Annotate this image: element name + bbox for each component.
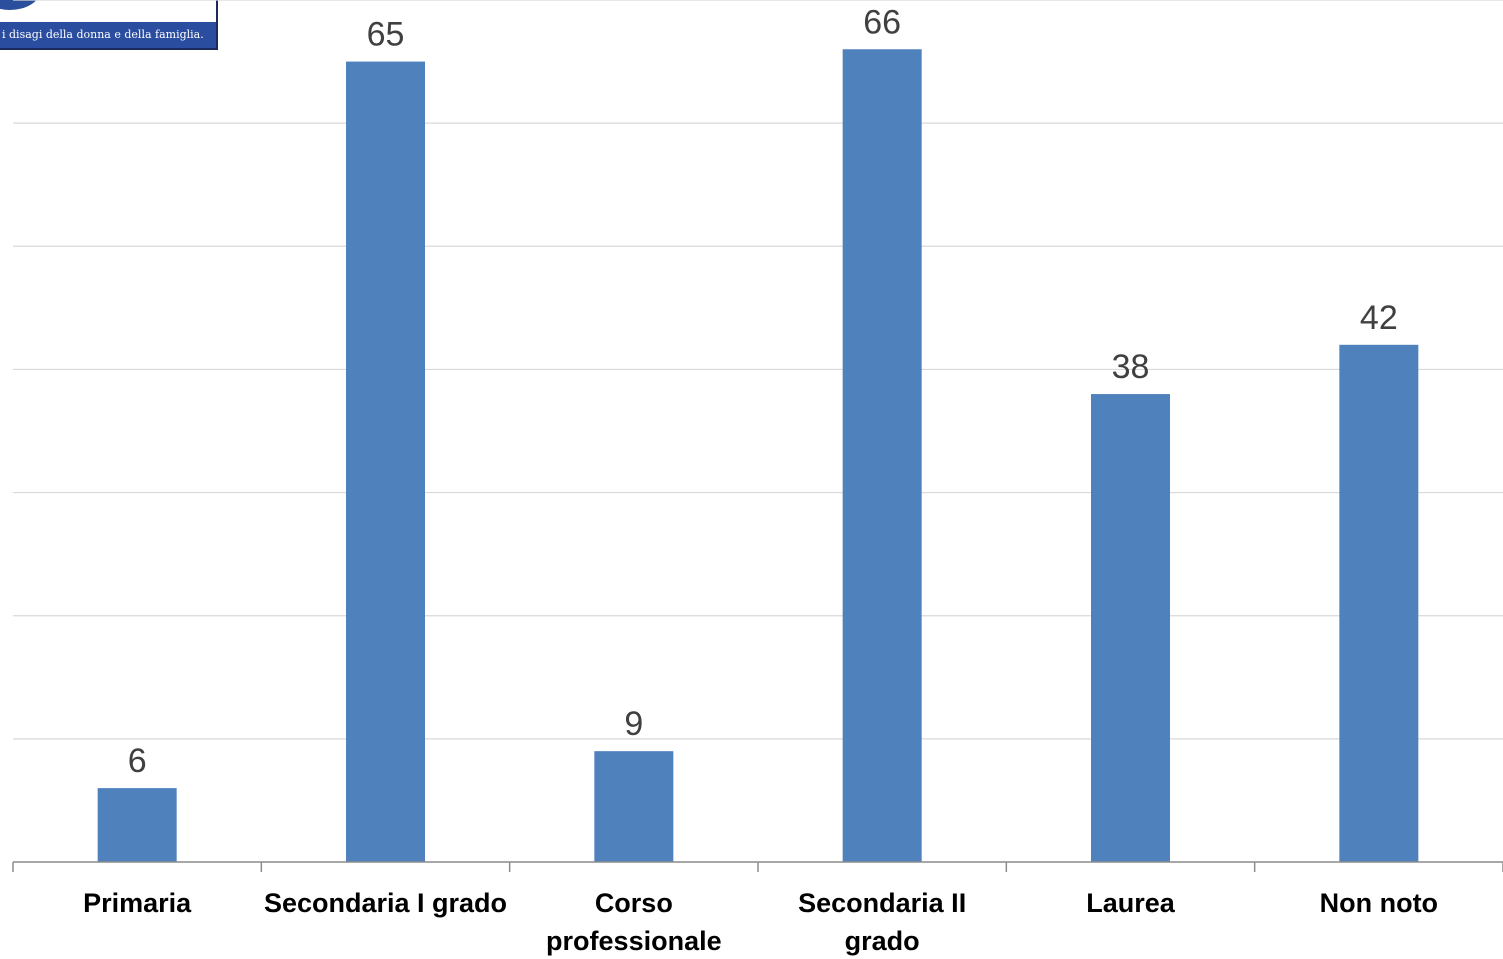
category-label: Secondaria I grado	[264, 888, 507, 918]
data-labels: 6 65 9 66 38 42	[128, 3, 1398, 780]
category-labels: Primaria Secondaria I grado Corso professio…	[83, 888, 1438, 956]
logo-tagline: i disagi della donna e della famiglia.	[0, 22, 216, 48]
category-label: grado	[845, 926, 920, 956]
category-label: Secondaria II	[798, 888, 966, 918]
category-label: Non noto	[1320, 888, 1438, 918]
data-label: 9	[624, 705, 643, 743]
bar	[1339, 344, 1419, 862]
data-label: 66	[863, 3, 901, 41]
x-axis	[12, 861, 1503, 872]
category-label: Primaria	[83, 888, 192, 918]
gridlines	[13, 0, 1503, 740]
data-label: 42	[1360, 299, 1398, 337]
bar	[97, 788, 177, 862]
category-label: Corso	[595, 888, 673, 918]
data-label: 38	[1112, 348, 1150, 386]
logo-swoosh-icon	[0, 0, 40, 10]
bar	[346, 61, 425, 863]
data-label: 6	[128, 742, 147, 780]
category-label: Laurea	[1086, 888, 1176, 918]
data-label: 65	[367, 16, 405, 54]
bar	[842, 49, 922, 862]
bars	[97, 49, 1419, 863]
bar	[1091, 394, 1170, 862]
logo: i disagi della donna e della famiglia.	[0, 0, 218, 50]
bar	[594, 751, 674, 862]
category-label: professionale	[546, 926, 722, 956]
